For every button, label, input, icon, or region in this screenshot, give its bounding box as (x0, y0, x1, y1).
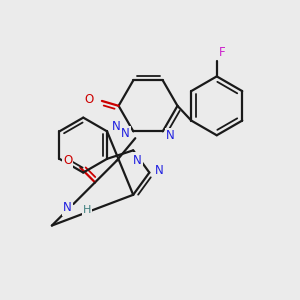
Text: F: F (219, 46, 226, 59)
Text: O: O (63, 154, 72, 167)
Text: N: N (121, 127, 130, 140)
Text: N: N (63, 201, 72, 214)
Text: N: N (166, 129, 175, 142)
Text: N: N (133, 154, 142, 167)
Text: O: O (85, 93, 94, 106)
Text: N: N (155, 164, 164, 177)
Text: N: N (112, 120, 120, 133)
Text: H: H (83, 205, 92, 215)
